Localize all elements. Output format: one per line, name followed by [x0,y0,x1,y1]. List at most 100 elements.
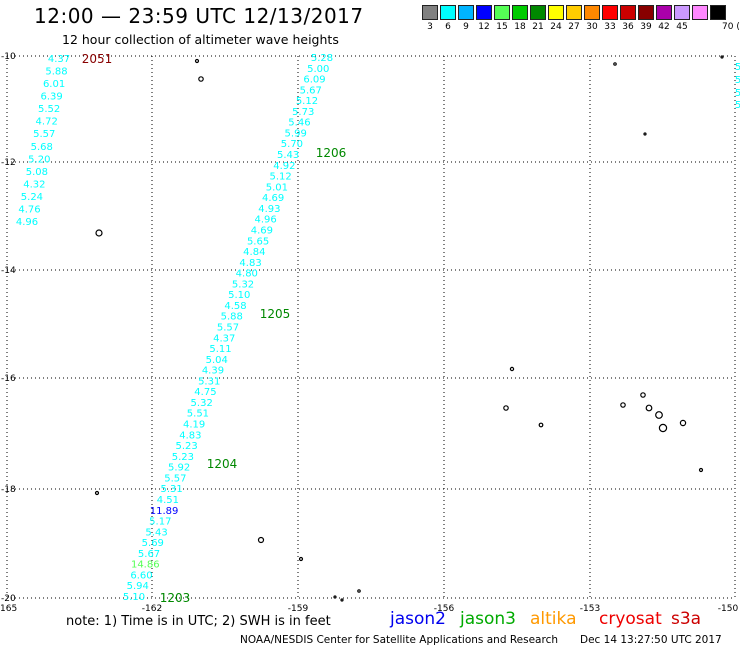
track-value: 5.57 [164,473,186,484]
scale-swatch-label: 27 [568,22,580,32]
island-outline [298,556,304,562]
island-outline [503,405,509,411]
longitude-label: -165 [0,604,17,614]
track-value: 5.28 [311,53,333,64]
pass-time-label: 1205 [260,307,291,321]
scale-swatch-label: 6 [445,22,451,32]
island-outline [698,467,704,473]
island-outline [198,76,204,82]
track-value: 5.57 [33,129,55,140]
track-value: 6.01 [43,79,65,90]
track-value: 5.51 [187,409,209,420]
track-value: 5.04 [206,355,228,366]
track-value: 5.99 [285,128,307,139]
track-value: 6.09 [303,75,325,86]
track-value: 4.72 [36,117,58,128]
scale-swatch-label: 18 [514,22,526,32]
scale-swatch-label: 30 [586,22,598,32]
satellite-legend-s3a: s3a [671,609,702,629]
island-outline [333,595,337,599]
generated-timestamp: Dec 14 13:27:50 UTC 2017 [580,634,722,646]
latitude-label: -20 [1,594,16,604]
scale-swatch [512,5,528,20]
island-outline [194,58,200,64]
track-value: 5.10 [228,290,250,301]
scale-swatch [638,5,654,20]
island-outline [720,55,724,59]
longitude-label: -156 [434,604,455,614]
footer-note: note: 1) Time is in UTC; 2) SWH is in fe… [66,614,331,629]
scale-swatch-label: 36 [622,22,634,32]
scale-swatch [566,5,582,20]
track-value: 5.69 [142,538,164,549]
track-value: 4.39 [202,366,224,377]
track-value: 5.11 [209,344,231,355]
island-outline [679,419,687,427]
map-subtitle: 12 hour collection of altimeter wave hei… [62,32,339,47]
track-value: 5.73 [292,107,314,118]
track-value: 5.70 [281,139,303,150]
latitude-label: -18 [1,485,16,495]
scale-swatch [620,5,636,20]
track-value-clipped: 5 [735,100,740,111]
track-value: 5.67 [138,549,160,560]
track-value: 6.39 [40,92,62,103]
pass-time-label: 1203 [160,591,191,605]
scale-swatch [530,5,546,20]
track-value: 4.69 [262,193,284,204]
latitude-label: -14 [1,266,16,276]
track-value: 4.32 [23,179,45,190]
scale-swatch [584,5,600,20]
island-outline [94,490,100,496]
latitude-label: -16 [1,374,16,384]
track-value: 4.96 [254,215,276,226]
track-value: 5.94 [127,581,149,592]
scale-swatch [692,5,708,20]
island-outline [95,229,103,237]
latitude-label: -12 [1,158,16,168]
track-value: 4.83 [179,430,201,441]
track-value: 5.20 [28,154,50,165]
track-value: 5.24 [21,192,43,203]
island-outline [538,422,544,428]
track-value: 5.31 [198,376,220,387]
track-value: 5.88 [221,312,243,323]
track-value: 4.84 [243,247,265,258]
track-value-clipped: 5 [735,75,740,86]
track-value: 5.46 [288,118,310,129]
track-value: 4.83 [239,258,261,269]
track-value: 5.23 [172,452,194,463]
track-value: 5.92 [168,463,190,474]
altimeter-track-values: 4.375.886.016.395.524.725.575.685.205.08… [16,53,740,603]
longitude-label: -153 [580,604,600,614]
island-outline [640,392,646,398]
island-outline [643,132,647,136]
track-value: 4.58 [224,301,246,312]
track-value: 4.92 [273,161,295,172]
coastlines [94,55,724,602]
satellite-legend-jason3: jason3 [460,609,516,629]
scale-swatch-label: 39 [640,22,652,32]
track-value: 4.37 [213,333,235,344]
satellite-legend-jason2: jason2 [390,609,446,629]
track-value: 5.88 [45,67,67,78]
scale-swatch [494,5,510,20]
island-outline [645,404,653,412]
scale-swatch-label: 9 [463,22,469,32]
island-outline [509,366,515,372]
island-outline [655,411,663,419]
island-outline [257,536,265,544]
map-title: 12:00 — 23:59 UTC 12/13/2017 [34,4,364,28]
track-value: 4.51 [157,495,179,506]
scale-swatch [602,5,618,20]
track-value: 5.67 [300,85,322,96]
track-value: 5.12 [270,172,292,183]
scale-swatch [710,5,726,20]
scale-swatch-label: 45 [676,22,688,32]
track-value: 4.69 [251,225,273,236]
island-outline [613,62,617,66]
track-value-clipped: 5 [735,88,740,99]
track-value: 4.75 [194,387,216,398]
scale-swatch-label: 33 [604,22,616,32]
track-value: 4.80 [236,269,258,280]
